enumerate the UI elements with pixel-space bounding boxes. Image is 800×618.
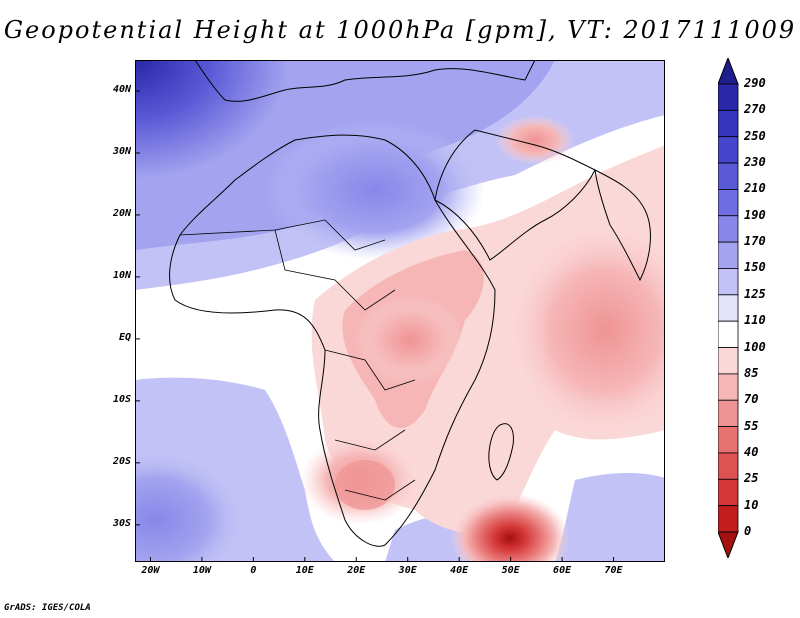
colorbar-level-label: 250 xyxy=(744,128,766,143)
colorbar-swatch xyxy=(718,373,739,401)
colorbar-swatch xyxy=(718,136,739,164)
colorbar-top-triangle xyxy=(718,58,739,85)
colorbar-level-label: 70 xyxy=(744,392,759,407)
lon-tick-label: 60E xyxy=(553,565,572,576)
colorbar-level-label: 55 xyxy=(744,418,759,433)
grads-credit: GrADS: IGES/COLA xyxy=(4,603,91,613)
colorbar-level-label: 0 xyxy=(744,524,752,538)
colorbar-level-label: 10 xyxy=(744,497,759,512)
lon-tick-label: 10E xyxy=(295,565,314,576)
colorbar-swatch xyxy=(718,478,739,507)
colorbar-swatch xyxy=(718,294,739,322)
lat-tick-label: EQ xyxy=(118,331,131,343)
map-ticks xyxy=(135,90,615,562)
lon-tick-label: 20E xyxy=(347,565,366,576)
map-title: Geopotential Height at 1000hPa [gpm], VT… xyxy=(3,16,797,44)
lon-tick-label: 10W xyxy=(192,565,211,576)
colorbar-level-label: 40 xyxy=(744,444,759,459)
colorbar-swatch xyxy=(718,241,739,269)
colorbar-swatch xyxy=(718,83,739,111)
arabian-low xyxy=(495,115,575,165)
coastlines xyxy=(169,60,651,547)
madagascar-coastline xyxy=(488,423,514,481)
europe-coastline xyxy=(194,60,536,102)
lake-victoria-low xyxy=(355,295,465,385)
lat-tick-label: 20N xyxy=(112,207,131,219)
colorbar-level-label: 85 xyxy=(744,365,759,380)
india-coastline xyxy=(594,169,651,282)
lat-tick-label: 20S xyxy=(112,455,131,467)
colorbar-swatch xyxy=(718,347,739,375)
lon-tick-label: 0 xyxy=(250,565,257,576)
colorbar-level-label: 110 xyxy=(744,313,766,328)
colorbar-swatch xyxy=(718,452,739,480)
colorbar-level-label: 210 xyxy=(744,181,766,196)
lat-tick-label: 30N xyxy=(112,145,131,157)
map-frame xyxy=(135,60,665,562)
colorbar-level-label: 290 xyxy=(744,76,766,90)
colorbar xyxy=(718,58,739,558)
colorbar-swatch xyxy=(718,426,739,454)
colorbar-level-label: 230 xyxy=(744,155,766,170)
southern-africa-core xyxy=(335,460,395,510)
colorbar-swatch xyxy=(718,320,739,348)
lon-tick-label: 50E xyxy=(501,565,520,576)
colorbar-swatch xyxy=(718,399,739,427)
lat-tick-label: 10N xyxy=(112,269,131,281)
lon-tick-label: 40E xyxy=(450,565,469,576)
saharan-high xyxy=(265,120,485,260)
lat-tick-label: 30S xyxy=(112,517,131,529)
lon-tick-label: 70E xyxy=(604,565,623,576)
colorbar-swatch xyxy=(718,162,739,190)
colorbar-swatch xyxy=(718,505,739,533)
lat-tick-label: 40N xyxy=(112,83,131,95)
colorbar-level-label: 270 xyxy=(744,102,766,117)
lon-tick-label: 30E xyxy=(398,565,417,576)
lat-tick-label: 10S xyxy=(112,393,131,405)
africa-coastline xyxy=(169,134,496,547)
geopotential-map xyxy=(135,60,665,562)
south-atlantic-core xyxy=(135,450,245,562)
colorbar-level-label: 125 xyxy=(744,286,766,301)
colorbar-bottom-triangle xyxy=(718,531,739,558)
colorbar-swatch xyxy=(718,109,739,138)
indian-ocean-low xyxy=(505,220,665,440)
colorbar-swatch xyxy=(718,268,739,296)
colorbar-swatch xyxy=(718,215,739,243)
cut-off-low xyxy=(450,493,570,562)
colorbar-level-label: 190 xyxy=(744,207,766,222)
colorbar-level-label: 25 xyxy=(744,471,759,486)
colorbar-level-label: 150 xyxy=(744,260,766,275)
colorbar-swatch xyxy=(718,189,739,217)
high-east-southern xyxy=(555,473,665,562)
africa-borders xyxy=(179,219,416,501)
lon-tick-label: 20W xyxy=(141,565,160,576)
colorbar-level-label: 100 xyxy=(744,339,766,354)
colorbar-level-label: 170 xyxy=(744,234,766,249)
